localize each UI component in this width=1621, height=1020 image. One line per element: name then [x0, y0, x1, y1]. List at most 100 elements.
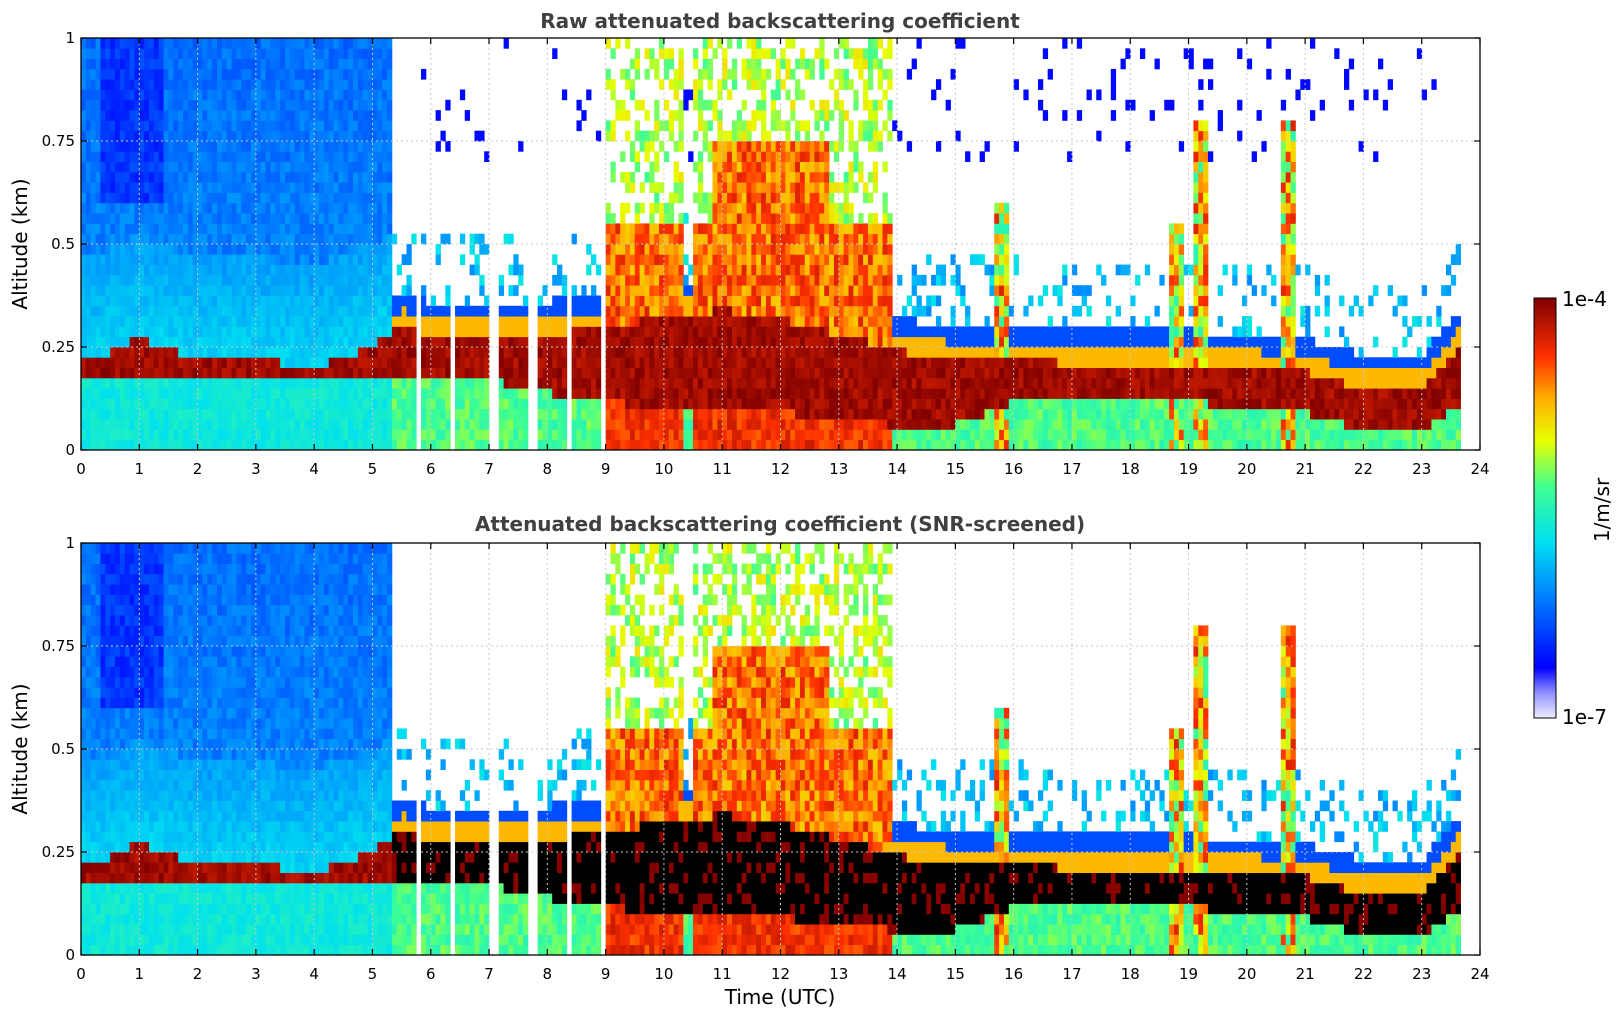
heatmap-cell	[673, 357, 679, 368]
heatmap-cell	[144, 367, 150, 379]
heatmap-cell	[357, 58, 364, 70]
heatmap-cell	[421, 326, 427, 338]
heatmap-cell	[571, 408, 577, 420]
heatmap-cell	[421, 367, 427, 379]
heatmap-cell	[183, 223, 189, 235]
heatmap-cell	[843, 79, 849, 90]
heatmap-cell	[877, 347, 883, 358]
heatmap-cell	[707, 68, 713, 80]
heatmap-cell	[280, 48, 286, 59]
heatmap-cell	[863, 254, 869, 265]
heatmap-cell	[197, 48, 203, 59]
heatmap-cell	[95, 130, 101, 142]
heatmap-cell	[294, 264, 300, 276]
heatmap-cell	[858, 120, 864, 132]
heatmap-cell	[605, 38, 611, 49]
heatmap-cell	[367, 357, 373, 368]
heatmap-cell	[192, 120, 198, 132]
heatmap-cell	[620, 408, 626, 420]
heatmap-cell	[557, 398, 563, 410]
heatmap-cell	[81, 233, 87, 245]
heatmap-cell	[435, 244, 441, 255]
heatmap-cell	[717, 130, 723, 142]
heatmap-cell	[304, 408, 310, 420]
heatmap-cell	[668, 336, 675, 348]
heatmap-cell	[299, 419, 305, 430]
heatmap-cell	[90, 295, 96, 307]
heatmap-cell	[377, 192, 383, 204]
heatmap-cell	[809, 254, 815, 265]
heatmap-cell	[882, 439, 888, 451]
heatmap-cell	[430, 367, 437, 379]
heatmap-cell	[212, 68, 218, 80]
heatmap-cell	[372, 223, 378, 235]
heatmap-cell	[707, 79, 713, 90]
heatmap-cell	[838, 68, 845, 80]
heatmap-cell	[634, 316, 641, 327]
heatmap-cell	[722, 347, 728, 358]
heatmap-cell	[605, 305, 611, 317]
heatmap-cell	[809, 398, 815, 410]
heatmap-cell	[100, 429, 106, 441]
heatmap-cell	[207, 264, 213, 276]
heatmap-cell	[285, 439, 291, 451]
heatmap-cell	[251, 89, 257, 101]
heatmap-cell	[469, 316, 475, 327]
heatmap-cell	[663, 48, 670, 59]
heatmap-cell	[192, 141, 198, 152]
heatmap-cell	[615, 367, 621, 379]
heatmap-cell	[809, 182, 815, 193]
heatmap-cell	[353, 233, 359, 245]
heatmap-cell	[848, 161, 854, 173]
heatmap-cell	[353, 398, 359, 410]
heatmap-cell	[484, 336, 490, 348]
heatmap-cell	[479, 398, 485, 410]
heatmap-cell	[629, 388, 636, 399]
heatmap-cell	[819, 38, 825, 49]
heatmap-cell	[634, 244, 641, 255]
heatmap-cell	[731, 151, 738, 162]
heatmap-cell	[561, 347, 568, 358]
heatmap-cell	[173, 89, 179, 101]
heatmap-cell	[780, 120, 786, 132]
heatmap-cell	[722, 171, 728, 183]
heatmap-cell	[790, 99, 796, 111]
heatmap-cell	[673, 336, 679, 348]
heatmap-cell	[848, 408, 854, 420]
heatmap-cell	[309, 161, 315, 173]
heatmap-cell	[634, 357, 641, 368]
heatmap-cell	[144, 305, 150, 317]
heatmap-cell	[508, 377, 514, 389]
heatmap-cell	[741, 274, 747, 286]
heatmap-cell	[804, 192, 811, 204]
heatmap-cell	[304, 285, 310, 296]
heatmap-cell	[81, 316, 87, 327]
heatmap-cell	[178, 202, 184, 214]
heatmap-cell	[192, 367, 198, 379]
heatmap-cell	[231, 408, 237, 420]
heatmap-cell	[634, 264, 641, 276]
heatmap-cell	[620, 419, 626, 430]
heatmap-cell	[221, 419, 228, 430]
heatmap-cell	[149, 388, 155, 399]
heatmap-cell	[134, 141, 140, 152]
heatmap-cell	[571, 347, 577, 358]
heatmap-cell	[236, 295, 242, 307]
heatmap-cell	[246, 336, 252, 348]
heatmap-cell	[746, 347, 752, 358]
heatmap-cell	[246, 130, 252, 142]
heatmap-cell	[221, 192, 228, 204]
heatmap-cell	[382, 305, 388, 317]
heatmap-cell	[459, 316, 466, 327]
heatmap-cell	[270, 68, 276, 80]
heatmap-cell	[226, 316, 232, 327]
heatmap-cell	[348, 367, 354, 379]
heatmap-cell	[85, 254, 92, 265]
heatmap-cell	[557, 316, 563, 327]
heatmap-cell	[727, 388, 733, 399]
heatmap-cell	[280, 161, 286, 173]
heatmap-cell	[197, 347, 203, 358]
heatmap-cell	[280, 295, 286, 307]
heatmap-cell	[785, 223, 791, 235]
heatmap-cell	[197, 68, 203, 80]
